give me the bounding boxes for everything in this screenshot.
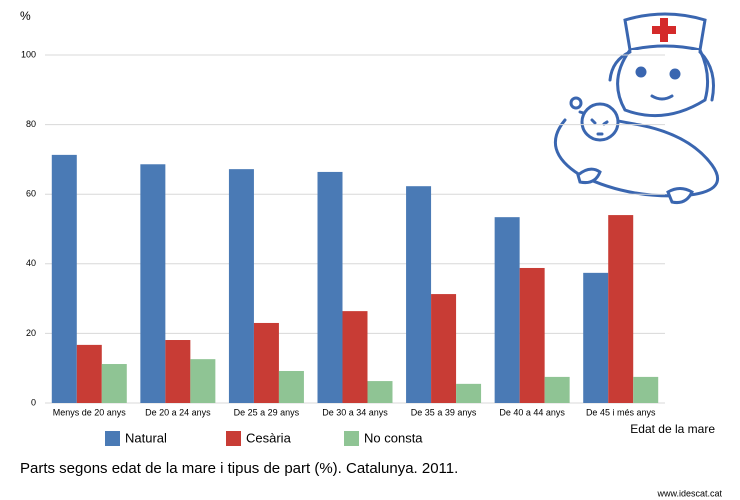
x-tick-label: De 25 a 29 anys	[234, 407, 300, 417]
legend-swatch	[226, 431, 241, 446]
x-tick-label: De 45 i més anys	[586, 407, 656, 417]
bar	[367, 381, 393, 403]
legend-label: Natural	[125, 430, 167, 445]
bar	[519, 267, 545, 403]
source: www.idescat.cat	[656, 488, 722, 498]
bar	[342, 311, 368, 403]
bar	[544, 376, 570, 403]
x-tick-label: Menys de 20 anys	[53, 407, 127, 417]
legend-label: No consta	[364, 430, 423, 445]
bar	[140, 164, 166, 403]
bar	[253, 322, 279, 403]
x-tick-label: De 20 a 24 anys	[145, 407, 211, 417]
x-tick-label: De 35 a 39 anys	[411, 407, 477, 417]
bar	[228, 169, 254, 403]
y-tick-label: 20	[26, 328, 36, 338]
nurse-illustration	[554, 12, 719, 204]
bar	[76, 344, 102, 403]
legend-swatch	[344, 431, 359, 446]
bar	[633, 376, 659, 403]
y-axis-label: %	[20, 9, 31, 23]
bar	[583, 272, 609, 403]
bar	[494, 217, 520, 403]
bar	[406, 186, 432, 403]
bar	[431, 294, 457, 403]
x-axis-label: Edat de la mare	[630, 422, 715, 436]
bar	[51, 154, 77, 403]
bar	[278, 370, 304, 403]
legend-label: Cesària	[246, 430, 292, 445]
y-tick-label: 0	[31, 397, 36, 407]
x-tick-label: De 40 a 44 anys	[499, 407, 565, 417]
bar	[165, 340, 191, 403]
caption: Parts segons edat de la mare i tipus de …	[20, 460, 458, 477]
legend-swatch	[105, 431, 120, 446]
bar	[190, 359, 216, 403]
y-tick-label: 40	[26, 258, 36, 268]
bar	[608, 215, 634, 403]
y-tick-label: 60	[26, 189, 36, 199]
y-tick-label: 100	[21, 49, 36, 59]
y-tick-label: 80	[26, 119, 36, 129]
x-tick-label: De 30 a 34 anys	[322, 407, 388, 417]
bar	[456, 383, 482, 403]
bar	[101, 364, 127, 403]
bar	[317, 171, 343, 403]
